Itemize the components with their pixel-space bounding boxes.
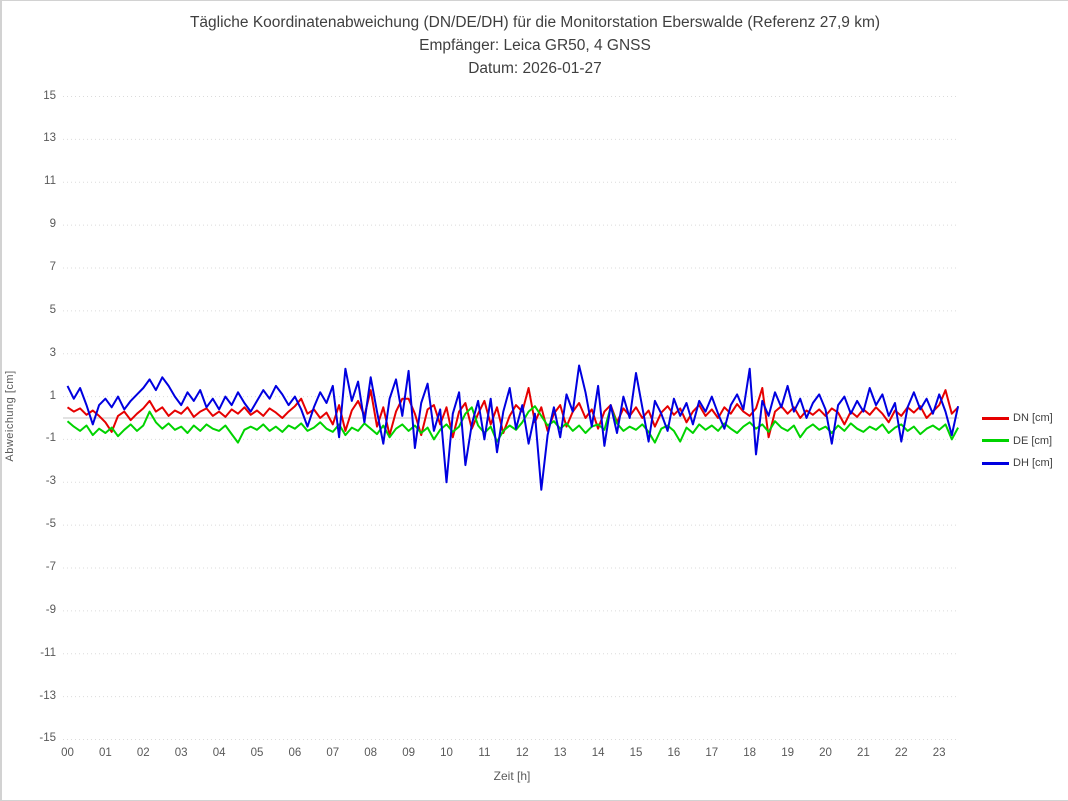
chart-subtitle-date: Datum: 2026-01-27 xyxy=(468,60,602,77)
chart-title: Tägliche Koordinatenabweichung (DN/DE/DH… xyxy=(189,14,881,31)
y-tick-label-1: 1 xyxy=(49,389,56,402)
x-tick-label-09: 09 xyxy=(402,747,415,759)
legend-swatch-dh xyxy=(982,461,1009,465)
legend-swatch-de xyxy=(982,439,1009,443)
x-tick-label-14: 14 xyxy=(591,747,605,759)
y-tick-label--13: -13 xyxy=(39,689,56,702)
legend-label-dn: DN [cm] xyxy=(1013,412,1053,425)
y-tick-label-15: 15 xyxy=(43,89,56,102)
y-tick-label--7: -7 xyxy=(45,561,56,573)
series-line-de xyxy=(66,405,959,444)
chart-header: Tägliche Koordinatenabweichung (DN/DE/DH… xyxy=(2,11,1068,80)
x-tick-label-10: 10 xyxy=(440,747,453,759)
y-tick-label--1: -1 xyxy=(45,432,56,445)
x-tick-label-05: 05 xyxy=(250,747,264,759)
y-tick-label-9: 9 xyxy=(49,218,56,231)
x-axis-title: Zeit [h] xyxy=(493,769,531,783)
y-tick-label--11: -11 xyxy=(40,646,56,659)
y-tick-label-11: 11 xyxy=(44,175,56,188)
x-tick-label-11: 11 xyxy=(478,747,491,759)
x-tick-label-01: 01 xyxy=(98,747,112,759)
x-tick-label-21: 21 xyxy=(856,747,870,759)
series-line-dh xyxy=(66,364,960,491)
x-tick-label-18: 18 xyxy=(743,747,757,759)
x-tick-label-07: 07 xyxy=(326,747,340,759)
legend-entry-de: DE [cm] xyxy=(982,430,1053,453)
x-tick-label-23: 23 xyxy=(932,747,946,759)
x-tick-label-04: 04 xyxy=(212,747,226,759)
legend-swatch-dn xyxy=(982,416,1009,420)
x-tick-label-02: 02 xyxy=(136,747,150,759)
x-tick-label-03: 03 xyxy=(174,747,188,759)
legend-entry-dh: DH [cm] xyxy=(982,452,1053,475)
x-tick-label-19: 19 xyxy=(781,747,794,759)
y-tick-label-3: 3 xyxy=(49,346,56,359)
y-tick-label--3: -3 xyxy=(45,475,56,488)
y-tick-label-7: 7 xyxy=(49,260,56,273)
y-tick-label--5: -5 xyxy=(45,518,56,531)
x-tick-label-16: 16 xyxy=(667,747,681,759)
x-tick-label-22: 22 xyxy=(894,747,908,759)
x-tick-label-08: 08 xyxy=(364,747,378,759)
y-tick-label-13: 13 xyxy=(43,132,56,145)
y-tick-label--15: -15 xyxy=(39,732,56,745)
x-tick-label-20: 20 xyxy=(819,747,832,759)
x-tick-label-00: 00 xyxy=(61,747,74,759)
legend-label-dh: DH [cm] xyxy=(1013,457,1053,470)
x-tick-label-13: 13 xyxy=(553,747,567,759)
x-tick-label-06: 06 xyxy=(288,747,302,759)
legend-entry-dn: DN [cm] xyxy=(982,407,1053,430)
x-tick-label-17: 17 xyxy=(705,747,719,759)
x-tick-label-15: 15 xyxy=(629,747,643,759)
legend: DN [cm] DE [cm] DH [cm] xyxy=(982,407,1053,475)
y-tick-label--9: -9 xyxy=(45,603,56,616)
x-tick-label-12: 12 xyxy=(515,747,529,759)
chart-subtitle-receiver: Empfänger: Leica GR50, 4 GNSS xyxy=(419,37,651,54)
legend-label-de: DE [cm] xyxy=(1013,434,1053,447)
y-tick-label-5: 5 xyxy=(49,303,56,316)
